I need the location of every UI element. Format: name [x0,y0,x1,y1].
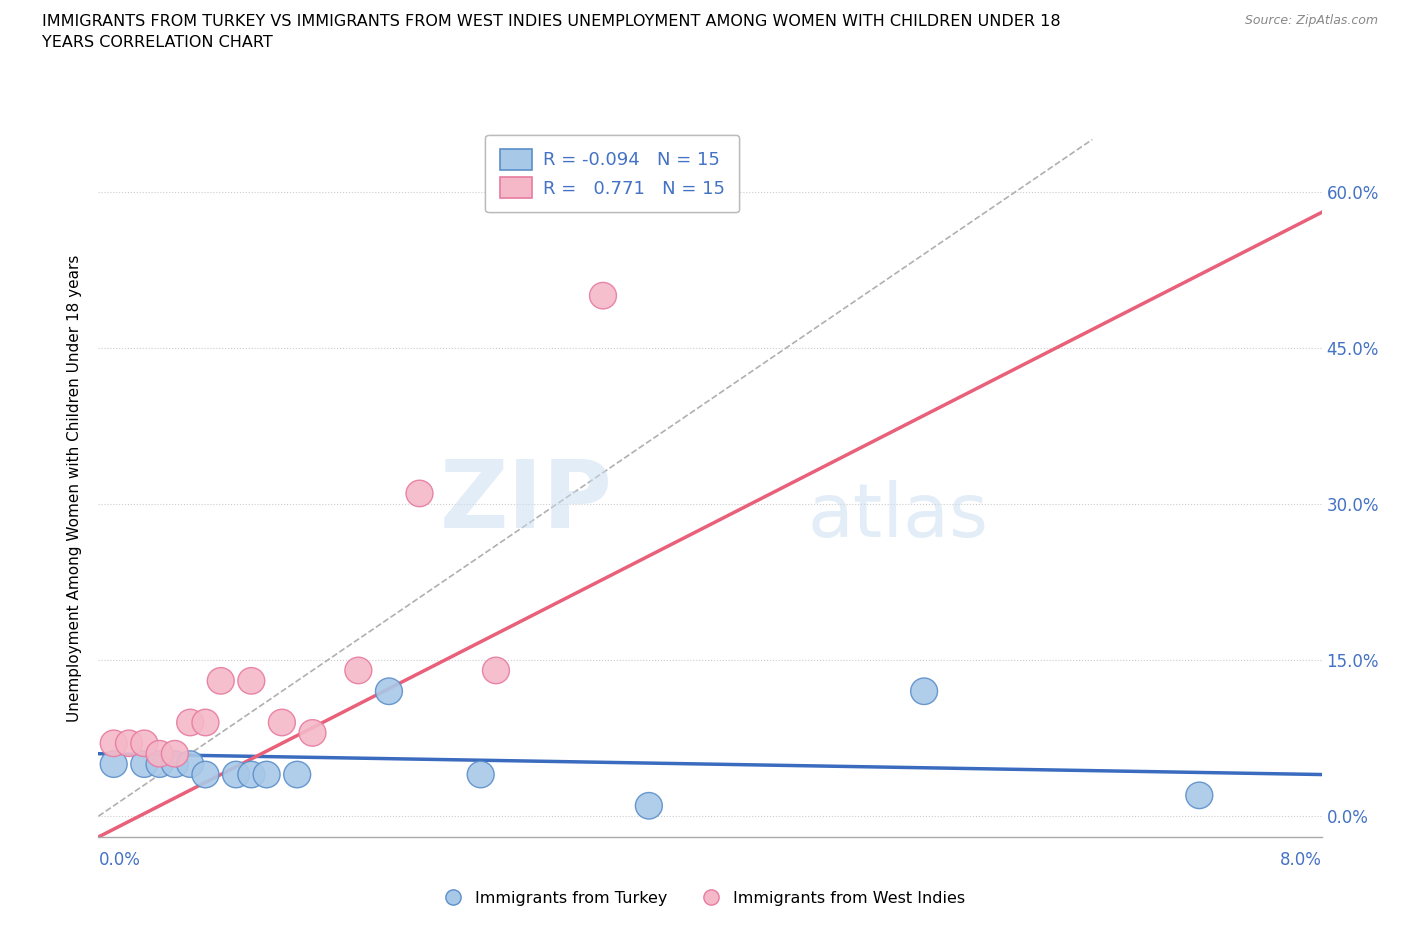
Text: ZIP: ZIP [439,457,612,548]
Ellipse shape [238,762,264,788]
Text: 0.0%: 0.0% [98,851,141,869]
Ellipse shape [177,751,204,777]
Ellipse shape [131,751,157,777]
Text: IMMIGRANTS FROM TURKEY VS IMMIGRANTS FROM WEST INDIES UNEMPLOYMENT AMONG WOMEN W: IMMIGRANTS FROM TURKEY VS IMMIGRANTS FRO… [42,14,1060,29]
Ellipse shape [100,730,127,757]
Legend: Immigrants from Turkey, Immigrants from West Indies: Immigrants from Turkey, Immigrants from … [434,884,972,912]
Ellipse shape [406,480,433,507]
Ellipse shape [284,762,311,788]
Ellipse shape [162,740,188,767]
Ellipse shape [222,762,249,788]
Ellipse shape [177,710,204,736]
Text: YEARS CORRELATION CHART: YEARS CORRELATION CHART [42,35,273,50]
Ellipse shape [344,658,371,684]
Ellipse shape [115,730,142,757]
Ellipse shape [482,658,509,684]
Ellipse shape [207,668,235,694]
Ellipse shape [589,283,616,309]
Ellipse shape [238,668,264,694]
Ellipse shape [269,710,295,736]
Y-axis label: Unemployment Among Women with Children Under 18 years: Unemployment Among Women with Children U… [67,255,83,722]
Ellipse shape [193,762,219,788]
Ellipse shape [375,678,402,705]
Ellipse shape [193,710,219,736]
Text: atlas: atlas [808,480,988,552]
Ellipse shape [299,720,326,746]
Ellipse shape [253,762,280,788]
Ellipse shape [162,751,188,777]
Ellipse shape [636,792,662,819]
Text: Source: ZipAtlas.com: Source: ZipAtlas.com [1244,14,1378,27]
Text: 8.0%: 8.0% [1279,851,1322,869]
Ellipse shape [911,678,938,705]
Ellipse shape [146,751,173,777]
Ellipse shape [131,730,157,757]
Ellipse shape [467,762,494,788]
Ellipse shape [1185,782,1213,808]
Ellipse shape [100,751,127,777]
Legend: R = -0.094   N = 15, R =   0.771   N = 15: R = -0.094 N = 15, R = 0.771 N = 15 [485,135,740,212]
Ellipse shape [146,740,173,767]
